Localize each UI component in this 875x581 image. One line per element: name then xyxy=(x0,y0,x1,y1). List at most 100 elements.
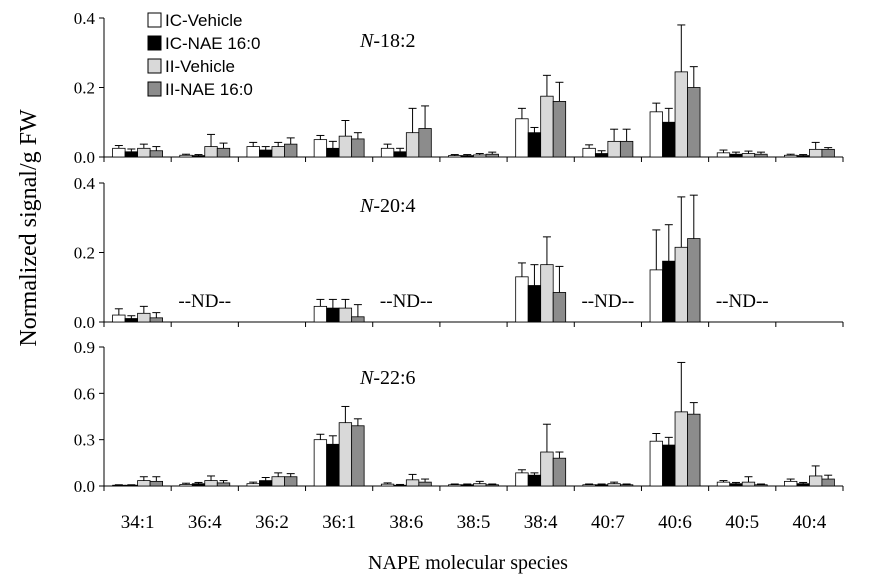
bar-ic-nae-16-0 xyxy=(393,484,407,487)
bar-ii-nae-16-0 xyxy=(418,481,432,487)
bar-ic-nae-16-0 xyxy=(527,474,542,487)
panel-title: N-18:2 xyxy=(359,30,416,52)
x-axis: 34:1 36:4 36:2 36:1 38:6 38:5 38:4 40:7 40:6 40:5… xyxy=(121,512,827,533)
bar-ii-nae-16-0 xyxy=(351,316,365,323)
panel-title: N-20:4 xyxy=(359,195,416,217)
x-axis-label: NAPE molecular species xyxy=(368,552,568,574)
x-tick-label: 38:4 xyxy=(524,512,558,533)
y-tick-label: 0.0 xyxy=(74,477,95,496)
bar-ii-nae-16-0 xyxy=(821,478,835,487)
bar-ic-nae-16-0 xyxy=(662,121,676,158)
panel-title: N-22:6 xyxy=(359,367,416,389)
bar-ic-vehicle xyxy=(515,276,529,323)
bar-ii-vehicle xyxy=(674,246,688,323)
bar-ii-vehicle xyxy=(540,264,554,323)
bar-ii-nae-16-0 xyxy=(687,238,701,323)
bar-ic-vehicle xyxy=(380,147,395,158)
bar-ic-vehicle xyxy=(112,484,126,487)
bar-ic-vehicle xyxy=(515,472,529,487)
bar-ii-vehicle xyxy=(674,71,688,158)
bar-ic-vehicle xyxy=(112,314,126,323)
legend-swatch xyxy=(147,58,162,74)
x-tick-label: 36:1 xyxy=(322,512,356,533)
bar-ii-vehicle xyxy=(607,483,621,487)
bar-ic-vehicle xyxy=(313,139,328,158)
y-tick-label: 0.2 xyxy=(74,79,95,98)
x-tick-label: 40:4 xyxy=(793,512,827,533)
nd-annotation: --ND-- xyxy=(380,291,433,312)
y-tick-label: 0.4 xyxy=(74,174,96,193)
bar-ii-nae-16-0 xyxy=(149,150,163,158)
legend-swatch xyxy=(147,81,162,97)
y-tick-label: 0.9 xyxy=(74,338,95,357)
bar-ic-vehicle xyxy=(582,484,596,487)
bar-ii-nae-16-0 xyxy=(149,317,163,323)
bar-ii-vehicle xyxy=(809,475,823,487)
bar-ii-vehicle xyxy=(405,479,420,487)
bar-ic-nae-16-0 xyxy=(326,147,340,158)
bar-ic-vehicle xyxy=(716,152,731,158)
bar-ii-vehicle xyxy=(137,312,151,323)
bar-ii-vehicle xyxy=(271,146,285,158)
bar-ii-nae-16-0 xyxy=(619,484,634,487)
legend-swatch xyxy=(147,12,162,28)
bar-ii-nae-16-0 xyxy=(418,128,432,158)
x-tick-label: 36:4 xyxy=(188,512,222,533)
bar-ii-vehicle xyxy=(405,132,420,158)
bar-ii-nae-16-0 xyxy=(552,457,567,487)
bar-ic-vehicle xyxy=(179,484,193,487)
bar-ic-vehicle xyxy=(313,305,328,323)
bar-ii-nae-16-0 xyxy=(351,425,365,487)
bar-ic-vehicle xyxy=(649,111,663,158)
bar-ic-nae-16-0 xyxy=(191,483,206,487)
bar-ii-vehicle xyxy=(540,95,554,158)
legend-label: II-Vehicle xyxy=(165,57,235,76)
nd-annotation: --ND-- xyxy=(581,291,634,312)
bar-ii-vehicle xyxy=(137,480,151,487)
bar-ic-vehicle xyxy=(515,118,529,158)
bar-ic-vehicle xyxy=(448,484,462,487)
x-tick-label: 40:5 xyxy=(725,512,759,533)
bar-ii-nae-16-0 xyxy=(754,153,768,158)
bar-ic-nae-16-0 xyxy=(259,480,273,487)
bar-ic-nae-16-0 xyxy=(527,285,542,323)
y-tick-label: 0.0 xyxy=(74,148,95,167)
bar-ii-vehicle xyxy=(338,135,353,158)
y-tick-label: 0.3 xyxy=(74,431,95,450)
bar-ii-nae-16-0 xyxy=(485,484,499,487)
bar-ii-nae-16-0 xyxy=(687,87,701,158)
bar-ii-nae-16-0 xyxy=(485,153,499,158)
bar-ii-vehicle xyxy=(809,148,823,158)
nd-annotation: --ND-- xyxy=(178,291,231,312)
bar-ic-nae-16-0 xyxy=(796,155,810,158)
legend-swatch xyxy=(147,35,162,51)
bar-ic-vehicle xyxy=(313,439,328,487)
bar-ii-vehicle xyxy=(473,483,487,487)
bar-ic-vehicle xyxy=(649,440,663,487)
bar-ii-nae-16-0 xyxy=(216,147,231,158)
bar-ic-vehicle xyxy=(716,481,731,487)
bar-ic-nae-16-0 xyxy=(124,484,138,487)
bar-ii-vehicle xyxy=(338,307,353,323)
bar-ic-nae-16-0 xyxy=(460,484,474,487)
bar-ii-nae-16-0 xyxy=(552,292,567,323)
legend: IC-Vehicle IC-NAE 16:0 II-Vehicle II-NAE 16… xyxy=(147,11,260,99)
bar-ic-vehicle xyxy=(582,147,596,158)
bar-ii-vehicle xyxy=(540,451,554,487)
bar-ic-nae-16-0 xyxy=(326,443,340,487)
bar-ii-nae-16-0 xyxy=(619,140,634,158)
bar-ic-vehicle xyxy=(246,483,260,487)
bar-ic-nae-16-0 xyxy=(527,132,542,158)
bar-ii-vehicle xyxy=(338,422,353,487)
bar-ii-vehicle xyxy=(204,480,218,487)
bar-ic-vehicle xyxy=(784,480,798,487)
bar-ii-nae-16-0 xyxy=(216,482,231,487)
bar-ic-nae-16-0 xyxy=(393,151,407,158)
panels-group: 0.0 0.2 0.4 N-18:2 0.0 0.2 0.4 N-20:4 --ND-- --ND… xyxy=(74,9,844,496)
bar-ic-vehicle xyxy=(179,154,193,158)
panel-3: 0.0 0.3 0.6 0.9 N-22:6 xyxy=(74,338,844,496)
bar-ii-vehicle xyxy=(271,476,285,487)
x-tick-label: 40:6 xyxy=(658,512,692,533)
bar-ic-vehicle xyxy=(380,483,395,487)
